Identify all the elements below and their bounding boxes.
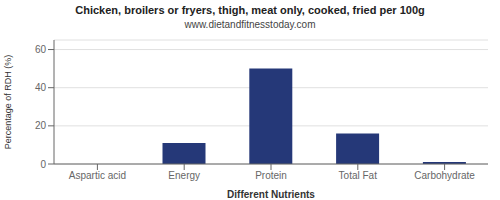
svg-text:0: 0 xyxy=(40,159,46,170)
svg-text:Total Fat: Total Fat xyxy=(339,170,378,181)
svg-text:Energy: Energy xyxy=(168,170,200,181)
svg-text:Aspartic acid: Aspartic acid xyxy=(69,170,126,181)
svg-text:40: 40 xyxy=(35,82,47,93)
svg-text:Different Nutrients: Different Nutrients xyxy=(227,189,315,200)
svg-text:20: 20 xyxy=(35,120,47,131)
svg-text:Percentage of RDH (%): Percentage of RDH (%) xyxy=(8,55,13,150)
svg-text:Carbohydrate: Carbohydrate xyxy=(414,170,475,181)
svg-text:60: 60 xyxy=(35,44,47,55)
html-text:Chicken, broilers or fryers, t: Chicken, broilers or fryers, thigh, meat… xyxy=(75,4,425,16)
html-text:www.dietandfitnesstoday.com: www.dietandfitnesstoday.com xyxy=(184,19,316,30)
svg-text:Protein: Protein xyxy=(255,170,287,181)
